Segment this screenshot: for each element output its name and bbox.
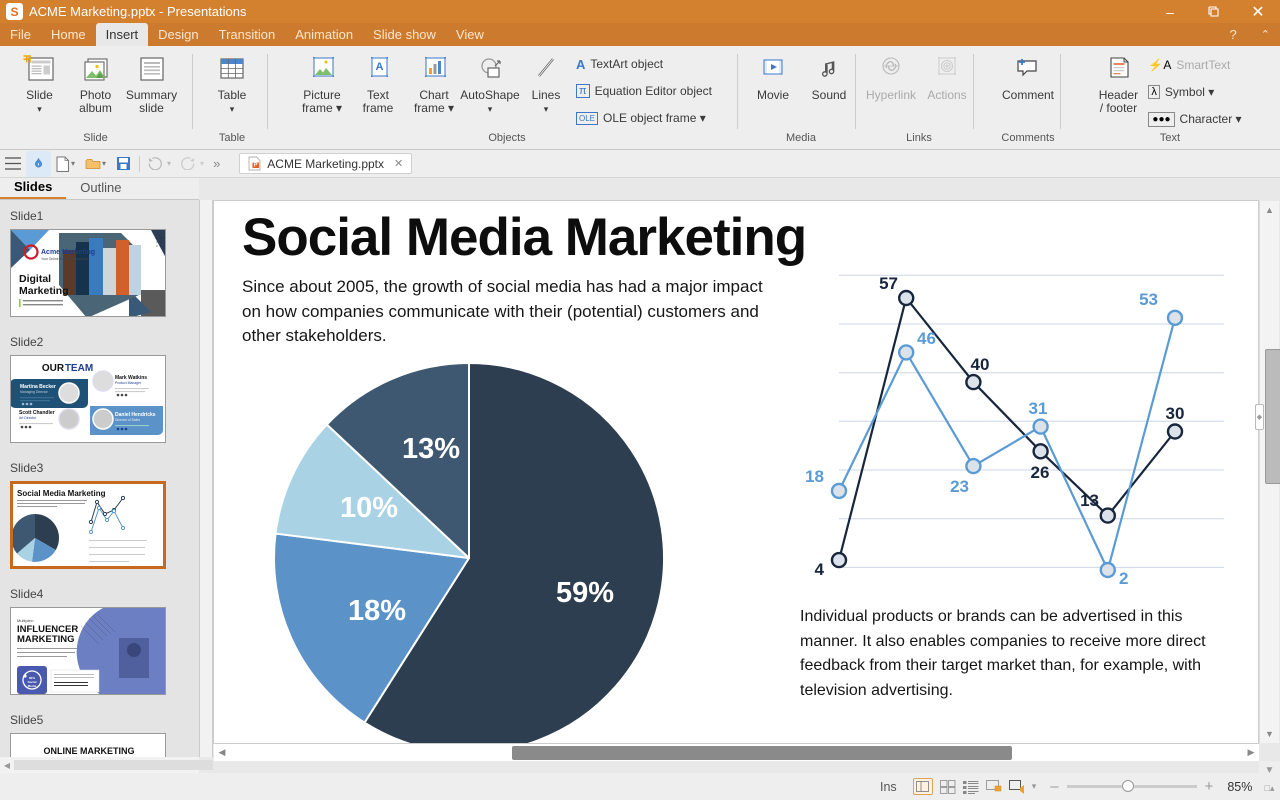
svg-text:MARKETING: MARKETING <box>17 634 75 645</box>
svg-text:13: 13 <box>1080 491 1099 510</box>
svg-text:A: A <box>376 61 384 73</box>
svg-text:Social Media Marketing: Social Media Marketing <box>17 489 106 498</box>
svg-text:Managing Director: Managing Director <box>20 390 49 394</box>
svg-text:Multiplex:: Multiplex: <box>17 618 34 623</box>
svg-text:TEAM: TEAM <box>65 363 93 374</box>
svg-text:P: P <box>254 163 258 169</box>
svg-text:ONLINE MARKETING: ONLINE MARKETING <box>44 746 135 756</box>
svg-text:Digital: Digital <box>19 273 51 285</box>
svg-text:53: 53 <box>1139 290 1158 309</box>
svg-text:Art Director: Art Director <box>19 416 37 420</box>
svg-text:Marketing: Marketing <box>19 285 69 297</box>
svg-text:18: 18 <box>805 467 824 486</box>
svg-text:OUR: OUR <box>42 363 65 374</box>
svg-text:Your Online Business Solutions: Your Online Business Solutions <box>41 257 88 261</box>
svg-text:Media: Media <box>28 684 37 688</box>
svg-text:Product Manager: Product Manager <box>115 381 142 385</box>
svg-text:4: 4 <box>815 560 825 579</box>
svg-text:57: 57 <box>879 274 898 293</box>
svg-text:23: 23 <box>950 477 969 496</box>
svg-text:26: 26 <box>1031 463 1050 482</box>
svg-text:46: 46 <box>917 329 936 348</box>
svg-text:2: 2 <box>1119 569 1128 588</box>
svg-text:30: 30 <box>1166 404 1185 423</box>
svg-text:Acme Marketing: Acme Marketing <box>41 249 95 256</box>
svg-text:Director of Sales: Director of Sales <box>115 418 140 422</box>
svg-text:31: 31 <box>1029 399 1048 418</box>
svg-text:40: 40 <box>971 355 990 374</box>
